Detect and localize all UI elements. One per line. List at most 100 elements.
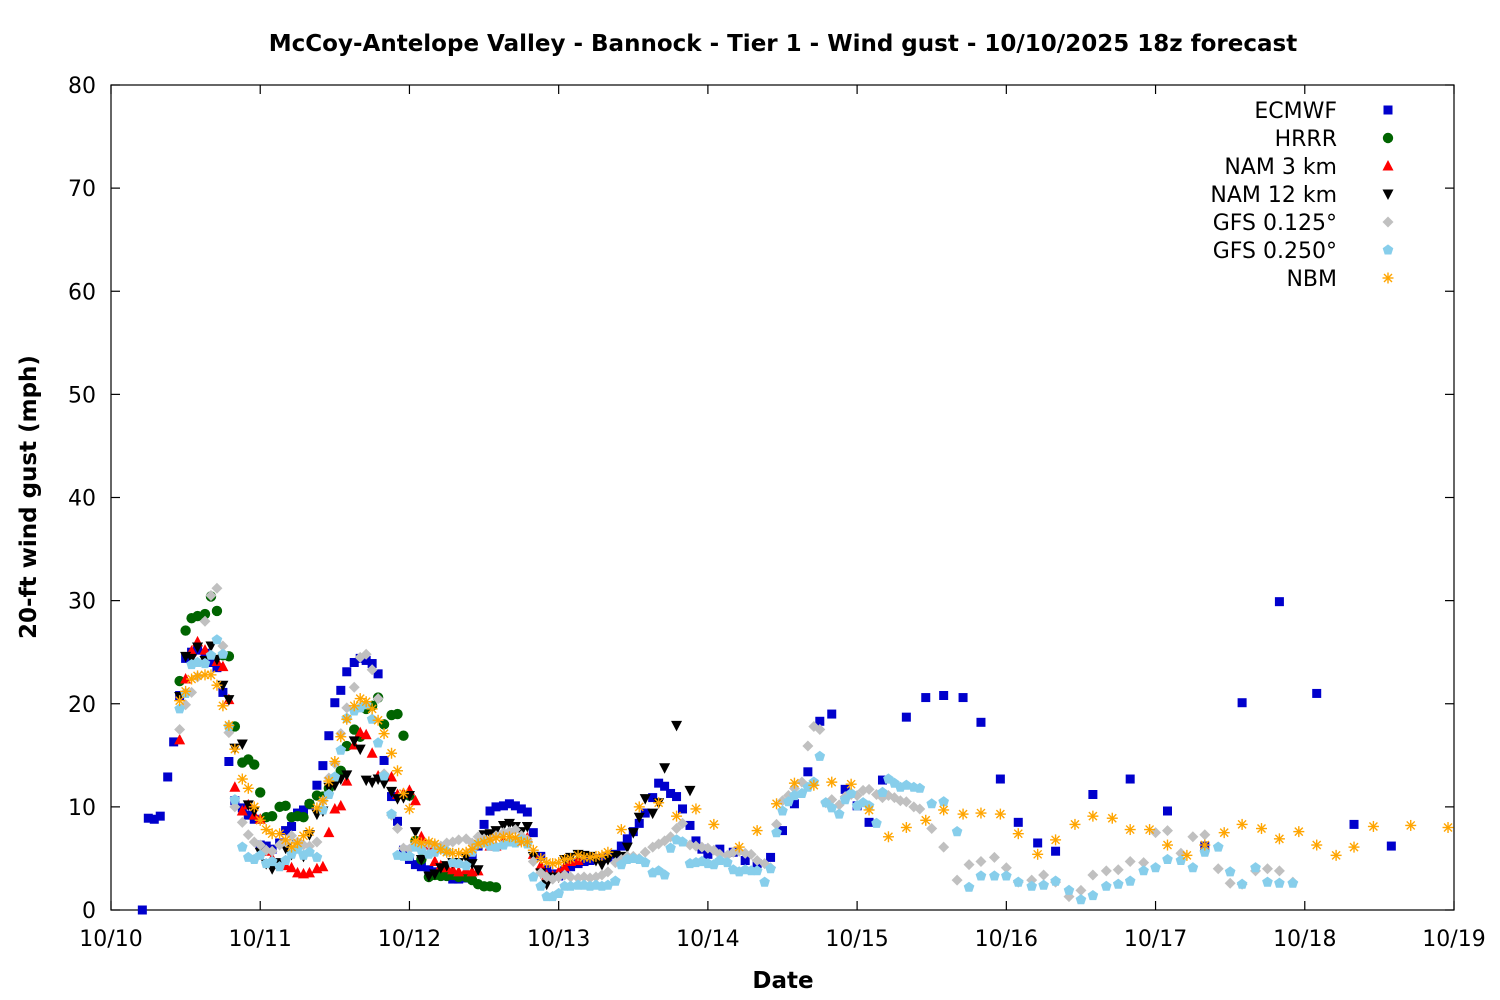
- data-point: [802, 740, 814, 752]
- y-tick-label: 0: [82, 899, 96, 924]
- data-point: [1348, 841, 1360, 853]
- data-point: [1144, 824, 1156, 836]
- data-point: [1124, 875, 1136, 886]
- data-point: [1012, 828, 1024, 840]
- data-point: [392, 765, 404, 777]
- data-point: [527, 844, 539, 856]
- data-point: [206, 658, 216, 667]
- data-point: [877, 775, 887, 785]
- data-point: [335, 799, 347, 811]
- data-point: [1112, 864, 1124, 876]
- data-point: [348, 736, 360, 747]
- data-point: [1199, 839, 1211, 851]
- data-point: [447, 863, 459, 875]
- legend-marker: [1382, 272, 1394, 284]
- data-point: [378, 719, 390, 730]
- data-point: [1311, 839, 1323, 851]
- data-points: [137, 582, 1454, 915]
- data-point: [174, 675, 185, 687]
- data-point: [751, 825, 763, 837]
- axis-ticks: [110, 84, 1455, 911]
- x-tick-label: 10/11: [229, 927, 292, 952]
- data-point: [610, 875, 621, 886]
- data-point: [659, 869, 670, 880]
- data-point: [1088, 790, 1098, 799]
- data-point: [633, 801, 645, 813]
- x-tick-label: 10/16: [975, 927, 1038, 952]
- data-point: [976, 717, 986, 727]
- data-point: [410, 860, 420, 870]
- data-point: [211, 582, 223, 594]
- data-point: [654, 778, 664, 788]
- data-point: [174, 724, 186, 736]
- y-tick-label: 40: [68, 487, 96, 512]
- data-point: [174, 703, 185, 714]
- data-point: [205, 589, 217, 601]
- data-point: [174, 733, 186, 745]
- data-point: [348, 681, 360, 693]
- data-point: [404, 850, 415, 861]
- data-point: [397, 787, 409, 799]
- data-point: [311, 836, 323, 848]
- data-point: [535, 880, 547, 891]
- data-point: [409, 794, 421, 806]
- data-point: [685, 820, 695, 830]
- data-point: [803, 767, 813, 777]
- data-point: [217, 660, 229, 672]
- data-point: [378, 778, 390, 790]
- data-point: [622, 834, 632, 844]
- data-point: [281, 826, 291, 836]
- data-point: [1349, 819, 1359, 829]
- data-point: [243, 810, 253, 820]
- data-point: [460, 860, 472, 871]
- legend-label: GFS 0.250°: [1213, 239, 1337, 264]
- data-point: [485, 806, 495, 816]
- data-point: [926, 798, 937, 809]
- data-point: [672, 792, 682, 802]
- data-point: [236, 805, 248, 816]
- data-point: [1138, 857, 1150, 869]
- data-point: [323, 826, 335, 838]
- legend-label: HRRR: [1275, 127, 1337, 152]
- data-point: [323, 775, 335, 787]
- data-point: [254, 839, 266, 851]
- data-point: [211, 679, 223, 691]
- data-point: [236, 739, 248, 750]
- legend-marker: [1383, 105, 1393, 115]
- x-tick-label: 10/10: [79, 927, 142, 952]
- data-point: [223, 695, 235, 706]
- data-point: [286, 861, 298, 873]
- data-point: [429, 869, 441, 880]
- data-point: [975, 870, 987, 881]
- data-point: [516, 804, 526, 814]
- data-point: [522, 807, 532, 817]
- data-point: [366, 747, 378, 758]
- data-point: [951, 826, 963, 837]
- data-point: [833, 808, 845, 819]
- data-point: [292, 837, 304, 849]
- data-point: [324, 731, 334, 741]
- data-point: [348, 700, 360, 712]
- data-point: [615, 824, 627, 836]
- legend-label: NAM 12 km: [1210, 183, 1337, 208]
- data-point: [666, 788, 676, 798]
- data-point: [1262, 876, 1273, 887]
- data-point: [535, 852, 547, 864]
- data-point: [1013, 817, 1023, 827]
- x-tick-label: 10/13: [527, 927, 590, 952]
- data-point: [174, 695, 186, 707]
- data-point: [260, 824, 272, 836]
- data-point: [1069, 818, 1081, 830]
- data-point: [1161, 825, 1173, 837]
- data-point: [386, 747, 398, 759]
- data-point: [329, 756, 341, 767]
- data-point: [236, 773, 248, 785]
- data-point: [366, 664, 378, 676]
- data-point: [360, 728, 372, 740]
- data-point: [509, 832, 521, 844]
- data-point: [845, 787, 857, 798]
- data-point: [1075, 894, 1087, 905]
- data-point: [1274, 597, 1284, 607]
- data-point: [349, 658, 359, 667]
- data-point: [217, 700, 229, 712]
